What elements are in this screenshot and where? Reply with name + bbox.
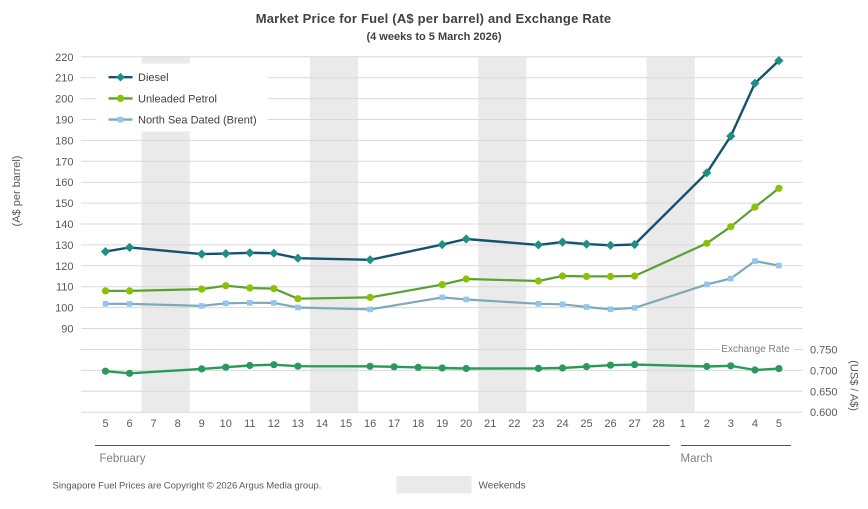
svg-text:Singapore Fuel Prices are Copy: Singapore Fuel Prices are Copyright © 20…: [53, 481, 322, 492]
svg-text:2: 2: [704, 418, 710, 430]
svg-text:3: 3: [728, 418, 734, 430]
svg-text:130: 130: [55, 240, 73, 252]
svg-text:11: 11: [244, 418, 255, 430]
svg-text:0.600: 0.600: [810, 407, 838, 419]
svg-text:150: 150: [55, 198, 73, 210]
svg-text:170: 170: [55, 156, 73, 168]
svg-text:(4 weeks to 5 March 2026): (4 weeks to 5 March 2026): [366, 31, 501, 43]
svg-text:21: 21: [484, 418, 496, 430]
svg-text:23: 23: [532, 418, 544, 430]
svg-text:10: 10: [220, 418, 232, 430]
svg-text:18: 18: [412, 418, 424, 430]
svg-text:110: 110: [56, 282, 74, 294]
svg-text:5: 5: [776, 418, 782, 430]
svg-text:Exchange Rate: Exchange Rate: [721, 344, 790, 355]
svg-text:1: 1: [680, 418, 686, 430]
svg-text:210: 210: [55, 73, 73, 85]
svg-text:7: 7: [151, 418, 157, 430]
svg-text:19: 19: [436, 418, 448, 430]
svg-text:100: 100: [55, 303, 73, 315]
svg-text:Weekends: Weekends: [479, 481, 526, 492]
svg-text:(A$ per barrel): (A$ per barrel): [11, 156, 23, 227]
svg-text:190: 190: [55, 115, 73, 127]
svg-text:8: 8: [175, 418, 181, 430]
svg-text:200: 200: [55, 94, 73, 106]
svg-text:Market Price for Fuel (A$ per: Market Price for Fuel (A$ per barrel) an…: [256, 11, 612, 26]
svg-text:9: 9: [199, 418, 205, 430]
svg-text:16: 16: [364, 418, 376, 430]
svg-text:4: 4: [752, 418, 758, 430]
svg-text:15: 15: [340, 418, 352, 430]
svg-text:0.700: 0.700: [810, 365, 838, 377]
svg-text:(US$ / A$): (US$ / A$): [848, 360, 860, 411]
svg-text:Diesel: Diesel: [138, 72, 169, 84]
svg-text:13: 13: [292, 418, 304, 430]
svg-text:28: 28: [652, 418, 664, 430]
svg-text:24: 24: [556, 418, 568, 430]
svg-text:20: 20: [460, 418, 472, 430]
svg-text:North Sea Dated (Brent): North Sea Dated (Brent): [138, 115, 257, 127]
svg-text:Unleaded Petrol: Unleaded Petrol: [138, 93, 217, 105]
svg-text:25: 25: [580, 418, 592, 430]
svg-text:March: March: [681, 453, 713, 465]
svg-text:12: 12: [268, 418, 280, 430]
svg-text:180: 180: [55, 135, 73, 147]
svg-text:0.650: 0.650: [810, 386, 838, 398]
svg-text:17: 17: [388, 418, 400, 430]
svg-text:22: 22: [508, 418, 520, 430]
svg-text:February: February: [100, 453, 146, 465]
svg-text:6: 6: [127, 418, 133, 430]
svg-text:160: 160: [55, 177, 73, 189]
svg-text:26: 26: [604, 418, 616, 430]
svg-text:0.750: 0.750: [810, 345, 838, 357]
svg-text:140: 140: [55, 219, 73, 231]
svg-text:27: 27: [628, 418, 640, 430]
svg-text:220: 220: [55, 52, 73, 64]
svg-text:5: 5: [102, 418, 108, 430]
svg-text:120: 120: [55, 261, 73, 273]
svg-text:90: 90: [61, 324, 73, 336]
svg-text:14: 14: [316, 418, 328, 430]
